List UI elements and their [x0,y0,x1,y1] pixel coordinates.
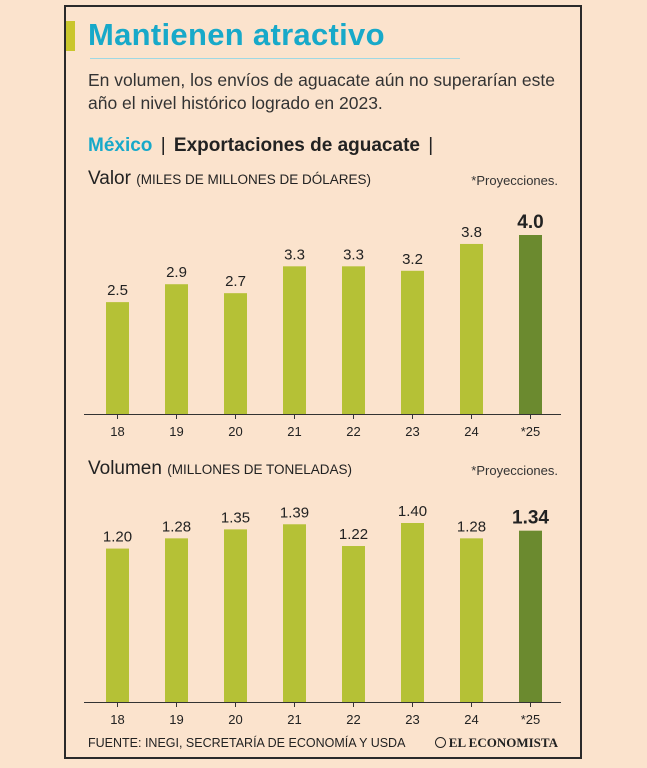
x-tick-label: 24 [464,424,478,439]
bar [165,538,188,702]
section-separator: | [160,135,166,156]
bar [283,524,306,702]
volume-bar-chart: 1.20 18 1.28 19 1.35 20 1.39 21 1.22 22 1.40 23 1.28… [84,503,561,727]
subtitle: En volumen, los envíos de aguacate aún n… [88,70,555,113]
bar [401,523,424,702]
section-country: México [88,135,153,156]
bar-value-label: 2.7 [225,273,246,290]
bar [224,529,247,702]
value-bar-chart: 2.5 18 2.9 19 2.7 20 3.3 21 3.3 22 3.2 23 3.8 24 4.0 *2… [84,212,561,439]
publisher-logo: EL ECONOMISTA [434,735,558,751]
bar-value-label: 3.8 [461,224,482,241]
x-tick-label: *25 [521,424,541,439]
bar [106,548,129,702]
bar-projection [519,235,542,414]
bar-value-label: 1.34 [512,508,549,529]
bar [165,284,188,414]
bar-value-label: 3.3 [343,246,364,263]
infographic-frame: Mantienen atractivo En volumen, los enví… [64,5,582,759]
x-tick-label: 20 [228,712,242,727]
section-separator-end: | [428,135,434,156]
bar-value-label: 1.35 [221,509,250,526]
x-tick-label: 18 [110,424,124,439]
value-chart-title: Valor [88,168,131,189]
x-tick-label: 23 [405,424,419,439]
section-topic: Exportaciones de aguacate [173,135,420,156]
bar-value-label: 2.9 [166,264,187,281]
page-title: Mantienen atractivo [88,17,385,52]
x-tick-label: 18 [110,712,124,727]
bar-value-label: 1.28 [162,518,191,535]
bar [283,266,306,414]
bar-value-label: 1.20 [103,529,132,546]
x-tick-label: 19 [169,712,183,727]
x-tick-label: 22 [346,424,360,439]
bar [460,538,483,702]
bar-value-label: 1.22 [339,526,368,543]
bar-value-label: 2.5 [107,282,128,299]
x-tick-label: 20 [228,424,242,439]
volume-chart-label: Volumen (MILLONES DE TONELADAS) [88,458,352,480]
x-tick-label: *25 [521,712,541,727]
bar-projection [519,530,542,702]
title-underline [90,58,460,59]
value-chart-label: Valor (MILES DE MILLONES DE DÓLARES) [88,168,371,190]
x-tick-label: 21 [287,712,301,727]
value-chart-unit: (MILES DE MILLONES DE DÓLARES) [136,172,372,187]
logo-text: EL ECONOMISTA [448,735,558,750]
bar-value-label: 4.0 [517,212,543,233]
value-chart-note: *Proyecciones. [471,173,558,188]
title-accent-bar [66,21,75,51]
bar [342,266,365,414]
logo-mark-icon [434,737,446,748]
bar [401,270,424,414]
bar-value-label: 1.39 [280,504,309,521]
bar-value-label: 3.2 [402,251,423,268]
x-tick-label: 22 [346,712,360,727]
bar [224,293,247,414]
x-tick-label: 23 [405,712,419,727]
source-note: FUENTE: INEGI, SECRETARÍA DE ECONOMÍA Y … [88,736,406,750]
volume-chart-title: Volumen [88,458,162,479]
bar [460,243,483,414]
bar [342,546,365,702]
section-heading: México | Exportaciones de aguacate | [88,135,436,157]
x-tick-label: 21 [287,424,301,439]
bar-value-label: 1.28 [457,518,486,535]
bar [106,302,129,414]
bar-value-label: 1.40 [398,503,427,520]
x-tick-label: 19 [169,424,183,439]
volume-chart-note: *Proyecciones. [471,463,558,478]
x-tick-label: 24 [464,712,478,727]
bar-value-label: 3.3 [284,246,305,263]
volume-chart-unit: (MILLONES DE TONELADAS) [167,462,353,477]
